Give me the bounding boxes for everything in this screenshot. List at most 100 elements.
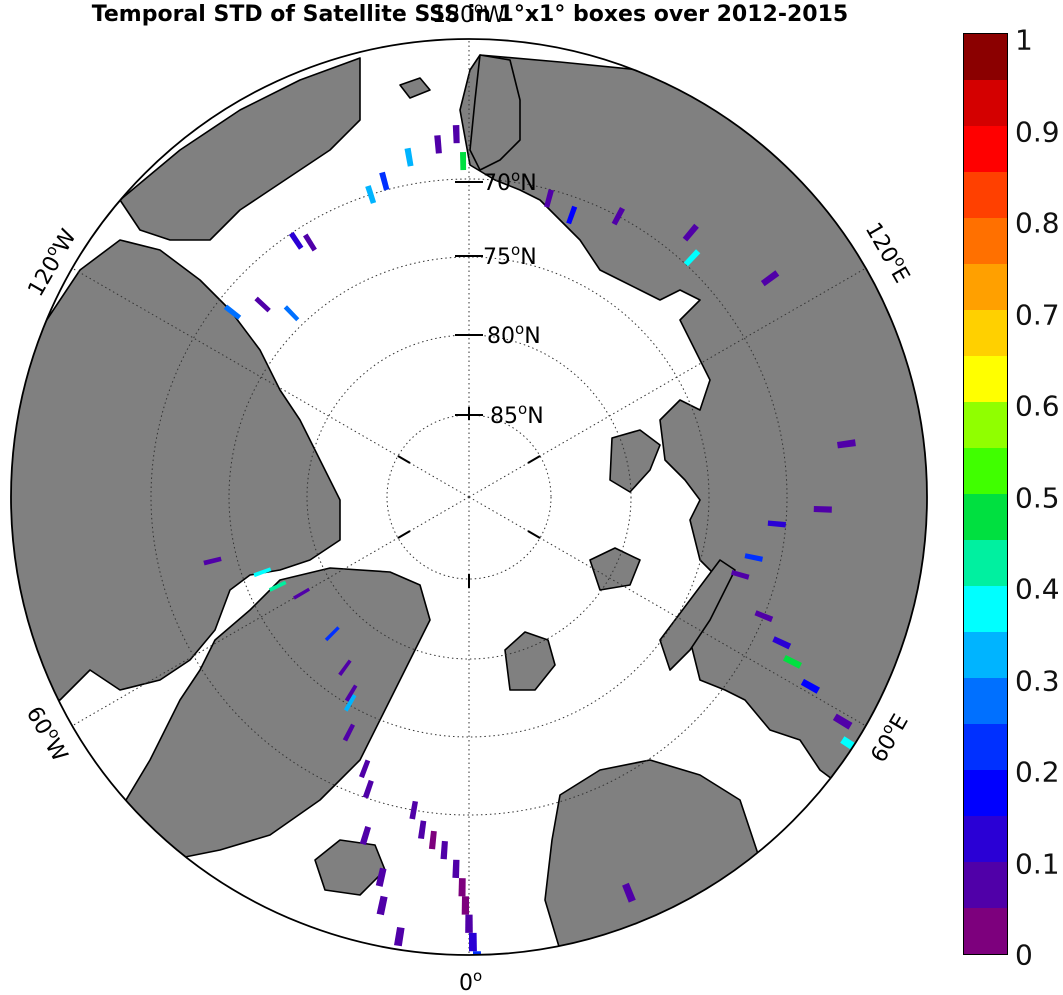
std-cell bbox=[469, 932, 477, 952]
lon-label-bottom: 0o bbox=[459, 967, 482, 995]
std-cell bbox=[452, 125, 460, 144]
colorbar-tick-label: 0 bbox=[1015, 938, 1033, 972]
std-cell bbox=[460, 152, 467, 171]
colorbar-segment bbox=[964, 34, 1007, 80]
colorbar-tick-label: 0.4 bbox=[1015, 572, 1060, 606]
std-cell bbox=[324, 626, 340, 642]
colorbar-segment bbox=[964, 770, 1007, 816]
std-cell bbox=[744, 553, 763, 562]
std-cell bbox=[760, 270, 780, 287]
std-cell bbox=[783, 655, 802, 669]
lat-label-85: 85oN bbox=[490, 400, 544, 429]
land-wrangel bbox=[399, 77, 431, 99]
colorbar-tick-label: 0.3 bbox=[1015, 664, 1060, 697]
colorbar-segment bbox=[964, 908, 1007, 954]
std-cell bbox=[754, 610, 774, 623]
std-cell bbox=[359, 759, 371, 779]
std-cell bbox=[376, 895, 388, 916]
std-cell bbox=[486, 969, 495, 988]
map-title: Temporal STD of Satellite SSS in 1°x1° b… bbox=[91, 2, 849, 27]
colorbar-tick-label: 0.2 bbox=[1015, 755, 1060, 789]
std-cell bbox=[832, 713, 853, 730]
std-cell bbox=[544, 189, 554, 208]
land-novaya-zemlya bbox=[659, 559, 736, 671]
std-cell bbox=[622, 882, 636, 903]
std-cell bbox=[440, 840, 448, 860]
std-cell bbox=[683, 249, 701, 267]
lon-label-top: 180oW bbox=[432, 0, 505, 28]
lat-label-75: 75oN bbox=[483, 241, 537, 270]
std-cell bbox=[344, 684, 358, 702]
colorbar-segment bbox=[964, 632, 1007, 678]
colorbar-segment bbox=[964, 540, 1007, 586]
colorbar-segment bbox=[964, 310, 1007, 356]
std-cell bbox=[611, 207, 625, 226]
std-cell bbox=[203, 556, 222, 566]
std-cell bbox=[394, 927, 405, 947]
colorbar-tick-label: 0.1 bbox=[1015, 847, 1060, 880]
colorbar-tick-label: 1 bbox=[1015, 23, 1033, 57]
std-cell bbox=[362, 779, 374, 799]
std-cell bbox=[731, 570, 750, 580]
std-cell bbox=[418, 820, 427, 839]
std-cell bbox=[254, 296, 271, 313]
colorbar-tick-label: 0.9 bbox=[1015, 115, 1060, 148]
colorbar-tick-label: 0.6 bbox=[1015, 389, 1060, 423]
std-cells-layer bbox=[203, 125, 871, 995]
std-cell bbox=[428, 830, 437, 850]
colorbar-segment bbox=[964, 356, 1007, 402]
std-cell bbox=[592, 970, 605, 990]
meridian-ticks bbox=[397, 407, 541, 588]
std-cell bbox=[343, 694, 357, 712]
land-russia bbox=[459, 54, 927, 801]
land-chukotka bbox=[469, 54, 521, 171]
std-cell bbox=[458, 878, 466, 897]
std-cell bbox=[409, 800, 418, 820]
std-cell bbox=[288, 231, 304, 250]
std-cell bbox=[507, 977, 517, 995]
std-cell bbox=[800, 678, 820, 694]
lat-label-70: 70oN bbox=[483, 167, 537, 196]
std-cell bbox=[283, 305, 300, 322]
colorbar-segment bbox=[964, 126, 1007, 172]
std-cell bbox=[682, 223, 699, 242]
std-cell bbox=[461, 896, 469, 915]
colorbar-segment bbox=[964, 816, 1007, 862]
std-cell bbox=[365, 185, 377, 204]
colorbar-tick-label: 0.7 bbox=[1015, 298, 1060, 331]
std-cell bbox=[303, 233, 317, 252]
std-cell bbox=[525, 984, 536, 995]
std-cell bbox=[767, 520, 786, 528]
colorbar-segment bbox=[964, 494, 1007, 540]
colorbar-segment bbox=[964, 678, 1007, 724]
lat-label-ticks bbox=[455, 181, 483, 416]
colorbar-segment bbox=[964, 402, 1007, 448]
colorbar-tick-label: 0.5 bbox=[1015, 481, 1060, 514]
std-cell bbox=[293, 587, 310, 600]
land-greenland bbox=[119, 567, 431, 861]
land-franz-josef bbox=[589, 547, 641, 591]
land-layer bbox=[11, 54, 927, 955]
std-cell bbox=[375, 867, 387, 887]
std-cell bbox=[379, 171, 390, 191]
colorbar-segment bbox=[964, 264, 1007, 310]
land-svalbard bbox=[504, 631, 556, 691]
std-cell bbox=[566, 205, 578, 225]
std-cell bbox=[452, 859, 460, 879]
colorbar-tick-label: 0.8 bbox=[1015, 206, 1060, 240]
map-boundary bbox=[10, 38, 928, 956]
colorbar-segment bbox=[964, 862, 1007, 908]
std-cell bbox=[837, 439, 856, 449]
std-cell bbox=[543, 991, 555, 995]
std-cell bbox=[268, 580, 287, 592]
colorbar-segment bbox=[964, 724, 1007, 770]
colorbar bbox=[963, 33, 1008, 955]
colorbar-segment bbox=[964, 218, 1007, 264]
std-cell bbox=[342, 723, 355, 742]
colorbar-segment bbox=[964, 448, 1007, 494]
std-cell bbox=[813, 506, 832, 513]
colorbar-segment bbox=[964, 80, 1007, 126]
std-cell bbox=[465, 914, 473, 933]
std-cell bbox=[772, 636, 792, 650]
colorbar-segment bbox=[964, 172, 1007, 218]
